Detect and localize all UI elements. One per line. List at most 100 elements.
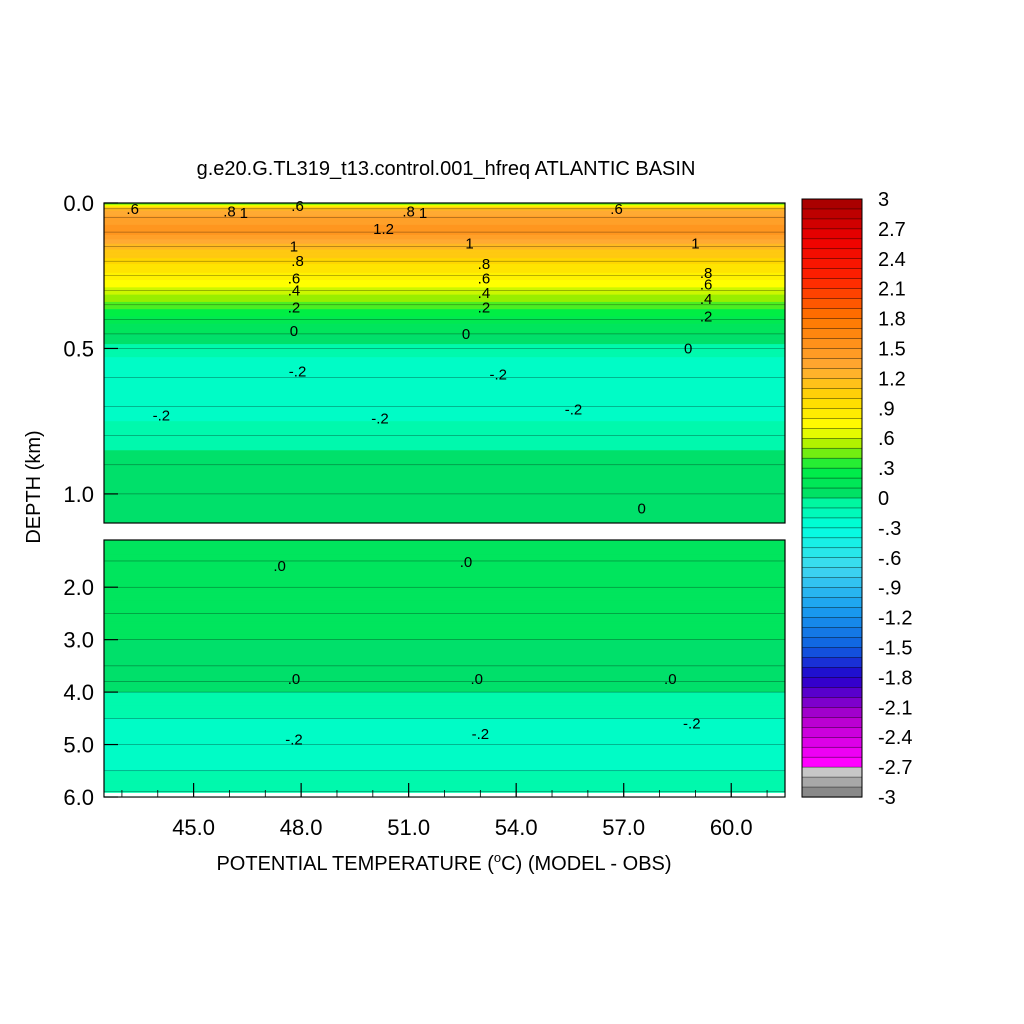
colorbar-label: 3	[878, 189, 889, 211]
contour-label: 1	[691, 236, 699, 253]
y-tick-label: 0.5	[63, 336, 94, 361]
colorbar-swatch	[801, 727, 863, 738]
colorbar-label: -1.8	[878, 667, 912, 689]
x-axis-title-prefix: POTENTIAL TEMPERATURE (	[216, 853, 494, 875]
contour-label: .0	[460, 554, 473, 571]
colorbar-swatch	[801, 717, 863, 728]
contour-label: .8	[291, 253, 304, 270]
y-tick-label: 1.0	[63, 482, 94, 507]
contour-label: -.2	[371, 410, 389, 427]
colorbar-swatch	[801, 697, 863, 708]
colorbar-swatch	[801, 278, 863, 290]
colorbar-swatch	[801, 507, 863, 519]
colorbar-swatch	[801, 776, 863, 788]
colorbar-swatch	[801, 647, 863, 659]
colorbar-swatch	[801, 238, 863, 250]
colorbar-swatch	[801, 537, 863, 549]
colorbar-swatch	[801, 756, 863, 768]
colorbar-label: -.6	[878, 548, 901, 570]
contour-label: .0	[273, 558, 286, 575]
contour-label: -.2	[285, 731, 303, 748]
contour-label: .2	[288, 300, 301, 317]
colorbar-swatch	[801, 288, 863, 300]
colorbar-swatch	[801, 786, 863, 798]
colorbar-swatch	[801, 677, 863, 688]
contour-label: .6	[700, 276, 713, 293]
contour-label: .6	[610, 201, 623, 218]
colorbar-swatch	[801, 408, 863, 419]
upper-panel	[103, 202, 786, 524]
colorbar-label: -2.1	[878, 697, 912, 719]
colorbar-swatch	[801, 497, 863, 509]
y-tick-label: 2.0	[63, 575, 94, 600]
contour-label: 1	[465, 236, 473, 253]
x-axis-title: POTENTIAL TEMPERATURE (oC) (MODEL - OBS)	[216, 850, 671, 875]
contour-label: .0	[288, 671, 301, 688]
colorbar-swatch	[801, 607, 863, 619]
contour-label: .8	[478, 256, 491, 273]
x-tick-label: 57.0	[602, 815, 645, 840]
colorbar-swatch	[801, 597, 863, 609]
y-axis-title: DEPTH (km)	[23, 430, 45, 543]
contour-label: .0	[664, 671, 677, 688]
colorbar-swatch	[801, 248, 863, 260]
colorbar-label: 2.4	[878, 249, 906, 271]
contour-label: 1	[419, 205, 427, 222]
colorbar-label: 2.1	[878, 279, 906, 301]
colorbar-swatch	[801, 298, 863, 310]
colorbar-swatch	[801, 218, 863, 230]
contour-label: .6	[126, 201, 139, 218]
colorbar-swatch	[801, 358, 863, 370]
y-tick-label: 4.0	[63, 680, 94, 705]
colorbar-label: 1.2	[878, 368, 906, 390]
colorbar-swatch	[801, 577, 863, 589]
lower-panel	[103, 539, 786, 798]
contour-label: -.2	[683, 716, 701, 733]
x-tick-label: 45.0	[172, 815, 215, 840]
colorbar-swatch	[801, 617, 863, 629]
colorbar-label: 2.7	[878, 219, 906, 241]
colorbar-swatch	[801, 318, 863, 330]
chart-title: g.e20.G.TL319_t13.control.001_hfreq ATLA…	[197, 158, 696, 180]
colorbar-swatch	[801, 657, 863, 669]
colorbar-label: -1.2	[878, 608, 912, 630]
colorbar-swatch	[801, 308, 863, 320]
colorbar-swatch	[801, 766, 863, 778]
colorbar-swatch	[801, 687, 863, 698]
colorbar-swatch	[801, 467, 863, 479]
colorbar-swatch	[801, 198, 863, 210]
contour-label: -.2	[490, 367, 508, 384]
colorbar-label: -2.4	[878, 727, 912, 749]
contour-label: .4	[700, 291, 713, 308]
colorbar-swatch	[801, 547, 863, 559]
contour-label: .2	[700, 308, 713, 325]
colorbar-swatch	[801, 338, 863, 350]
contour-label: 1	[290, 239, 298, 256]
colorbar-swatch	[801, 418, 863, 429]
colorbar-swatch	[801, 477, 863, 489]
contour-label: -.2	[153, 407, 171, 424]
colorbar-swatch	[801, 228, 863, 240]
colorbar-label: -3	[878, 787, 896, 809]
colorbar-swatch	[801, 746, 863, 758]
colorbar-swatch	[801, 447, 863, 459]
x-axis-title-unit-sup: o	[494, 850, 501, 865]
contour-label: 1.2	[373, 221, 394, 238]
contour-label: .8	[402, 204, 415, 221]
contour-label: .8	[700, 265, 713, 282]
x-axis-title-suffix: C) (MODEL - OBS)	[501, 853, 671, 875]
colorbar-swatch	[801, 438, 863, 449]
colorbar-swatch	[801, 368, 863, 379]
colorbar-swatch	[801, 707, 863, 718]
colorbar-swatch	[801, 627, 863, 639]
contour-label: .4	[478, 285, 491, 302]
colorbar-swatch	[801, 567, 863, 579]
x-tick-label: 54.0	[495, 815, 538, 840]
contour-label: .4	[288, 282, 301, 299]
contour-label: .0	[471, 671, 484, 688]
colorbar-swatch	[801, 737, 863, 748]
y-tick-label: 0.0	[63, 191, 94, 216]
colorbar-label: -2.7	[878, 757, 912, 779]
colorbar-label: 0	[878, 488, 889, 510]
